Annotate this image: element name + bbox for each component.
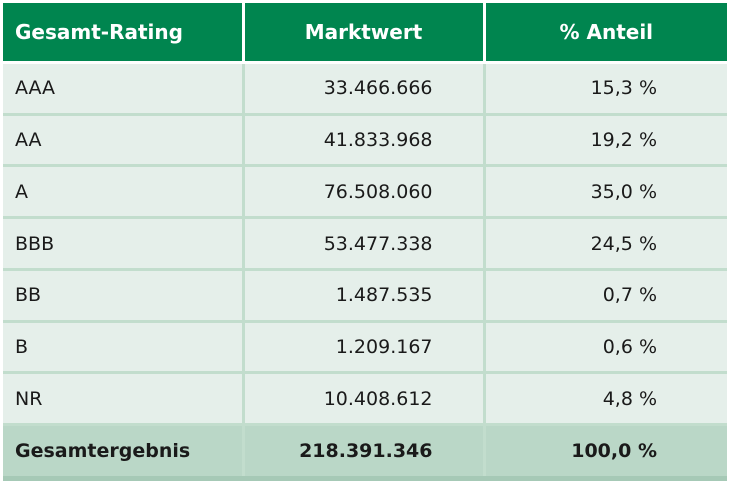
table-row: A 76.508.060 35,0 % <box>3 165 727 220</box>
cell-rating: BBB <box>3 217 245 271</box>
table-row: AAA 33.466.666 15,3 % <box>3 62 727 116</box>
cell-market-value: 1.487.535 <box>243 269 486 323</box>
cell-share: 0,6 % <box>484 321 727 375</box>
table-row: NR 10.408.612 4,8 % <box>3 372 727 427</box>
table-row: AA 41.833.968 19,2 % <box>3 114 727 168</box>
header-market-value: Marktwert <box>243 3 486 64</box>
total-row: Gesamtergebnis 218.391.346 100,0 % <box>3 424 727 481</box>
table-row: B 1.209.167 0,6 % <box>3 321 727 375</box>
cell-share: 15,3 % <box>484 62 727 116</box>
header-share: % Anteil <box>484 3 727 64</box>
cell-market-value: 10.408.612 <box>243 372 486 427</box>
cell-rating: NR <box>3 372 245 427</box>
cell-share: 24,5 % <box>484 217 727 271</box>
table-row: BB 1.487.535 0,7 % <box>3 269 727 323</box>
table-body: AAA 33.466.666 15,3 % AA 41.833.968 19,2… <box>3 62 727 481</box>
header-row: Gesamt-Rating Marktwert % Anteil <box>3 3 727 64</box>
header-rating: Gesamt-Rating <box>3 3 245 64</box>
cell-share: 19,2 % <box>484 114 727 168</box>
total-share: 100,0 % <box>484 424 727 481</box>
cell-market-value: 41.833.968 <box>243 114 486 168</box>
cell-share: 35,0 % <box>484 165 727 220</box>
table-row: BBB 53.477.338 24,5 % <box>3 217 727 271</box>
cell-rating: A <box>3 165 245 220</box>
cell-market-value: 33.466.666 <box>243 62 486 116</box>
rating-table-container: Gesamt-Rating Marktwert % Anteil AAA 33.… <box>3 3 727 481</box>
cell-rating: BB <box>3 269 245 323</box>
cell-market-value: 53.477.338 <box>243 217 486 271</box>
total-market-value: 218.391.346 <box>243 424 486 481</box>
total-label: Gesamtergebnis <box>3 424 245 481</box>
cell-share: 4,8 % <box>484 372 727 427</box>
cell-rating: AA <box>3 114 245 168</box>
cell-market-value: 1.209.167 <box>243 321 486 375</box>
cell-share: 0,7 % <box>484 269 727 323</box>
table-header: Gesamt-Rating Marktwert % Anteil <box>3 3 727 64</box>
rating-table: Gesamt-Rating Marktwert % Anteil AAA 33.… <box>3 3 727 481</box>
cell-rating: AAA <box>3 62 245 116</box>
cell-market-value: 76.508.060 <box>243 165 486 220</box>
cell-rating: B <box>3 321 245 375</box>
